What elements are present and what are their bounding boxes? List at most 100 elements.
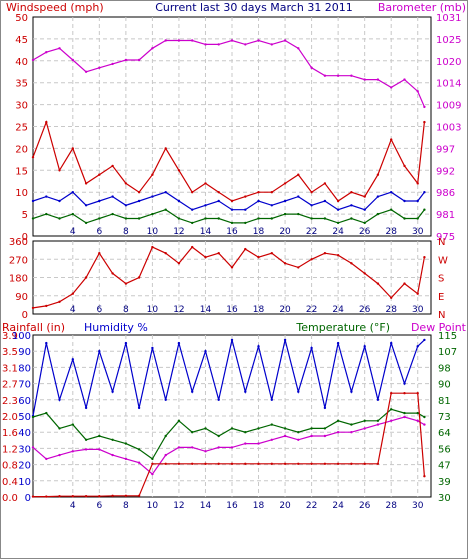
x-tick-label: 22 (306, 305, 317, 315)
data-point (376, 212, 380, 216)
data-point (270, 398, 273, 401)
barometer-tick-label: 1025 (436, 35, 461, 46)
data-point (177, 462, 181, 465)
panel3-dew-label: Dew Point (411, 321, 467, 334)
data-point (323, 182, 327, 185)
data-point (111, 272, 114, 275)
temperature-tick-label: 47 (438, 461, 451, 472)
data-point (423, 191, 426, 194)
x-tick-label: 24 (332, 501, 344, 511)
data-point (151, 47, 154, 50)
data-point (310, 217, 313, 220)
data-point (191, 39, 194, 42)
data-point (270, 204, 273, 207)
data-point (230, 208, 234, 211)
data-point (45, 495, 48, 498)
temperature-tick-label: 39 (438, 477, 451, 488)
data-point (137, 406, 141, 410)
data-point (376, 195, 380, 198)
data-point (217, 398, 220, 401)
data-point (84, 70, 88, 74)
data-point (297, 462, 300, 465)
data-point (191, 208, 194, 211)
windspeed-tick-label: 0 (22, 232, 28, 243)
data-point (31, 446, 35, 449)
data-point (137, 58, 141, 62)
data-point (84, 406, 88, 410)
data-point (350, 74, 353, 77)
data-point (84, 221, 88, 225)
data-point (111, 438, 114, 441)
data-point (137, 448, 141, 451)
compass-tick-label: N (438, 310, 445, 321)
data-point (58, 199, 61, 203)
data-point (217, 252, 220, 255)
humidity-tick-label: 50 (18, 412, 31, 423)
x-tick-label: 16 (226, 501, 238, 511)
data-point (71, 423, 75, 426)
data-point (310, 204, 313, 207)
data-point (423, 120, 426, 124)
direction-tick-label: 360 (9, 237, 28, 248)
humidity-tick-label: 60 (18, 396, 31, 407)
data-point (98, 199, 101, 203)
data-point (336, 208, 340, 211)
rainfall-tick-label: 3.5 (2, 347, 18, 358)
x-tick-label: 14 (200, 501, 212, 511)
windspeed-tick-label: 35 (15, 79, 28, 90)
data-point (31, 415, 35, 419)
data-point (151, 173, 154, 176)
data-point (416, 419, 419, 422)
data-point (390, 86, 393, 89)
windspeed-tick-label: 10 (15, 188, 28, 199)
data-point (164, 147, 167, 150)
x-tick-label: 20 (279, 227, 291, 237)
data-point (124, 341, 128, 345)
data-point (423, 105, 426, 109)
data-point (244, 43, 247, 46)
data-point (98, 252, 101, 255)
humidity-tick-label: 40 (18, 428, 31, 439)
humidity-tick-label: 30 (18, 444, 31, 455)
data-point (124, 217, 128, 220)
x-tick-label: 18 (253, 305, 265, 315)
data-point (336, 199, 340, 203)
temperature-tick-label: 98 (438, 363, 451, 374)
data-point (270, 462, 273, 465)
barometer-tick-label: 1003 (436, 123, 461, 134)
data-point (230, 266, 234, 269)
rainfall-tick-label: 2.7 (2, 380, 18, 391)
data-point (111, 453, 114, 457)
data-point (323, 427, 327, 430)
barometer-tick-label: 981 (436, 210, 455, 221)
data-point (336, 462, 340, 465)
data-point (270, 191, 273, 194)
data-point (376, 282, 380, 285)
rainfall-tick-label: 2.3 (2, 396, 18, 407)
data-point (323, 199, 327, 203)
data-point (124, 182, 128, 185)
data-point (244, 431, 247, 434)
data-point (310, 258, 313, 261)
compass-tick-label: E (438, 292, 444, 303)
data-point (45, 341, 48, 345)
rainfall-tick-label: 0.4 (2, 477, 18, 488)
data-point (151, 195, 154, 198)
humidity-tick-label: 20 (18, 461, 31, 472)
data-point (283, 427, 287, 430)
data-point (336, 431, 340, 434)
x-tick-label: 8 (123, 227, 129, 237)
barometer-tick-label: 1020 (436, 57, 461, 68)
data-point (323, 217, 327, 220)
data-point (270, 423, 273, 426)
data-point (137, 276, 141, 279)
data-point (244, 247, 247, 251)
x-tick-label: 4 (70, 227, 76, 237)
data-point (98, 495, 101, 498)
data-point (416, 292, 419, 295)
x-tick-label: 18 (253, 227, 265, 237)
panel2-series (31, 245, 426, 310)
data-point (336, 221, 340, 225)
panel1-right-label: Barometer (mb) (378, 1, 466, 14)
data-point (403, 282, 406, 285)
